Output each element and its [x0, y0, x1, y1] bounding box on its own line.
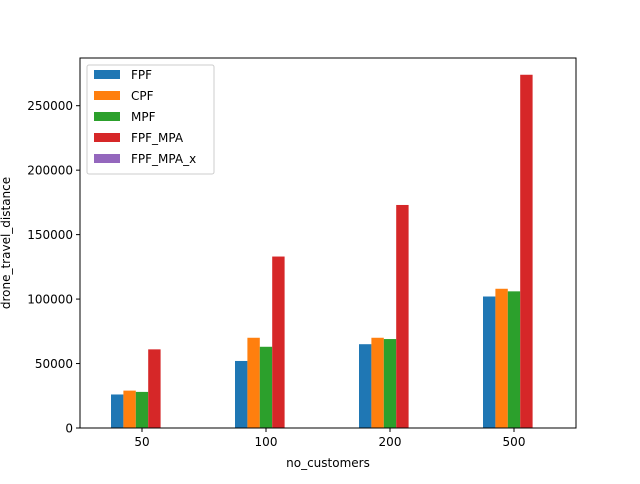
- bar-fpf-100: [235, 360, 248, 428]
- y-tick-label: 100000: [27, 293, 73, 307]
- y-axis-label: drone_travel_distance: [0, 177, 13, 309]
- legend-swatch-fpf-mpa: [94, 133, 120, 142]
- bar-cpf-50: [123, 390, 136, 428]
- x-tick-label: 100: [255, 435, 278, 449]
- x-axis: 50 100 200 500: [134, 428, 525, 449]
- legend-items: FPF CPF MPF FPF_MPA FPF_MPA_x: [94, 68, 196, 166]
- bar-fpf-200: [359, 344, 372, 428]
- legend-label-mpf: MPF: [131, 110, 156, 124]
- y-tick-label: 150000: [27, 228, 73, 242]
- legend-label-fpf-mpa: FPF_MPA: [131, 131, 184, 145]
- bar-fpf-mpa-50: [148, 349, 161, 428]
- bar-cpf-100: [247, 337, 260, 428]
- bar-fpf-mpa-500: [520, 74, 533, 428]
- bar-cpf-500: [495, 288, 508, 428]
- bar-fpf-mpa-100: [272, 256, 285, 428]
- legend-swatch-fpf-mpa-x: [94, 154, 120, 163]
- legend-label-fpf-mpa-x: FPF_MPA_x: [131, 152, 196, 166]
- plot-frame: [79, 57, 577, 429]
- y-axis: 0 50000 100000 150000 200000 250000: [27, 99, 80, 436]
- legend-swatch-cpf: [94, 91, 120, 100]
- legend-label-fpf: FPF: [131, 68, 152, 82]
- bar-fpf-50: [111, 394, 124, 428]
- y-tick-label: 200000: [27, 164, 73, 178]
- bar-fpf-500: [483, 296, 496, 428]
- legend-swatch-mpf: [94, 112, 120, 121]
- x-tick-label: 200: [379, 435, 402, 449]
- bar-mpf-50: [135, 391, 149, 428]
- bar-mpf-500: [507, 291, 521, 428]
- bar-fpf-mpa-200: [396, 204, 409, 428]
- bar-mpf-200: [383, 339, 397, 428]
- bars-layer: [111, 74, 533, 428]
- legend-swatch-fpf: [94, 70, 120, 79]
- legend-label-cpf: CPF: [131, 89, 154, 103]
- x-tick-label: 50: [134, 435, 149, 449]
- legend: FPF CPF MPF FPF_MPA FPF_MPA_x: [86, 64, 215, 175]
- y-tick-label: 250000: [27, 99, 73, 113]
- x-axis-label: no_customers: [286, 456, 370, 470]
- y-tick-label: 0: [65, 422, 73, 436]
- x-tick-label: 500: [503, 435, 526, 449]
- bar-mpf-100: [259, 346, 273, 428]
- y-tick-label: 50000: [35, 357, 73, 371]
- bar-cpf-200: [371, 337, 384, 428]
